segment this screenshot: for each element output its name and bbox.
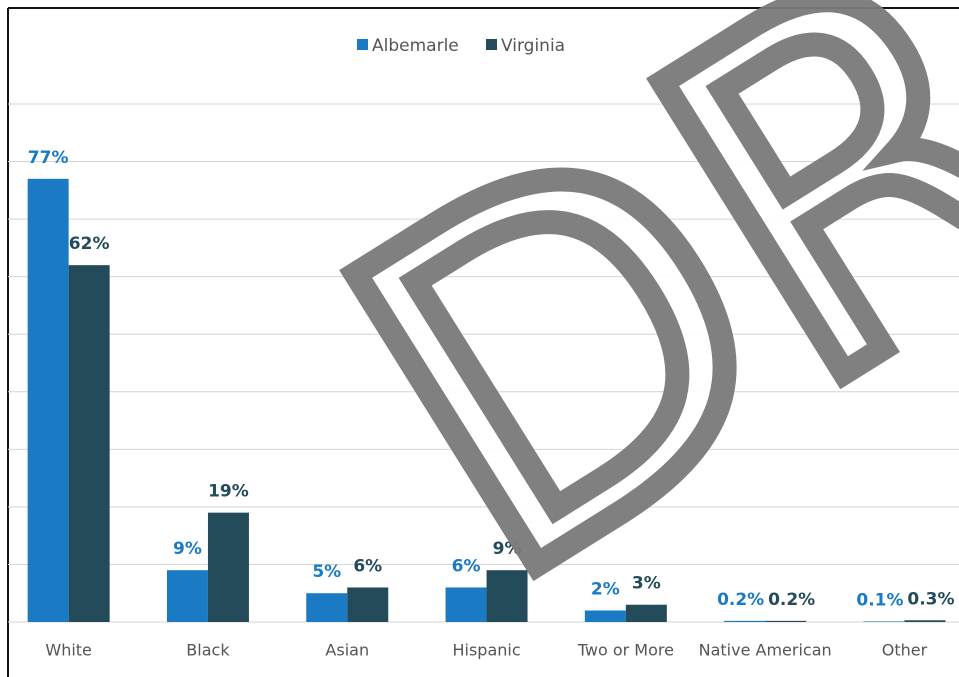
x-tick-label: Native American: [699, 641, 832, 660]
x-tick-label: Black: [186, 641, 230, 660]
bar: [904, 620, 946, 622]
x-tick-label: Other: [882, 641, 928, 660]
data-label: 6%: [353, 556, 382, 576]
data-label: 3%: [632, 574, 661, 594]
x-tick-label: Two or More: [577, 641, 674, 660]
bar: [863, 621, 905, 622]
legend-label: Albemarle: [372, 36, 459, 56]
data-label: 0.2%: [717, 590, 764, 610]
bar: [166, 570, 208, 622]
x-tick-label: White: [45, 641, 92, 660]
bar: [347, 587, 389, 622]
bar: [306, 593, 348, 622]
x-tick-label: Hispanic: [452, 641, 520, 660]
data-label: 2%: [591, 579, 620, 599]
bar: [584, 610, 626, 622]
x-tick-label: Asian: [325, 641, 369, 660]
data-label: 19%: [208, 482, 249, 502]
data-label: 6%: [452, 556, 481, 576]
legend-swatch: [486, 39, 497, 50]
bar: [625, 604, 667, 622]
data-label: 9%: [493, 539, 522, 559]
bar: [68, 265, 110, 622]
data-label: 5%: [312, 562, 341, 582]
legend-swatch: [357, 39, 368, 50]
data-label: 9%: [173, 539, 202, 559]
data-label: 0.3%: [907, 589, 954, 609]
bar: [724, 620, 766, 622]
bar: [486, 570, 528, 622]
bar: [207, 512, 249, 622]
bar: [445, 587, 487, 622]
data-label: 0.1%: [856, 590, 903, 610]
bar: [27, 178, 69, 623]
data-label: 0.2%: [768, 590, 815, 610]
legend-label: Virginia: [501, 36, 565, 56]
data-label: 62%: [69, 234, 110, 254]
data-label: 77%: [28, 148, 69, 168]
bar: [765, 620, 807, 622]
